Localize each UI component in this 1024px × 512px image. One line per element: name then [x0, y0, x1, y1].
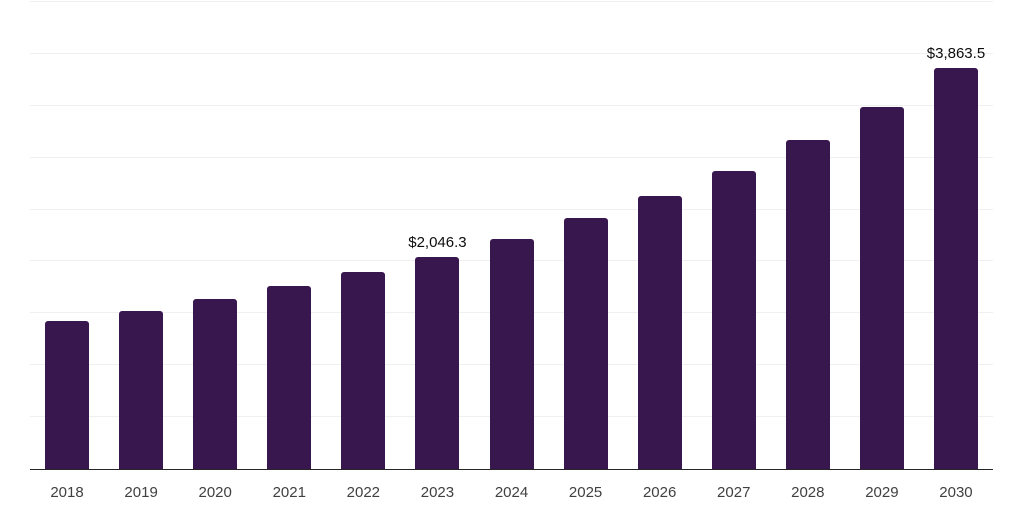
gridline	[30, 208, 993, 210]
gridline	[30, 104, 993, 106]
x-axis-label-2024: 2024	[494, 484, 529, 501]
x-axis-label-2029: 2029	[865, 484, 899, 501]
bar-slot	[697, 2, 771, 469]
bar-2030	[933, 68, 978, 469]
bar-slot	[845, 2, 919, 469]
x-axis-label-2026: 2026	[642, 484, 677, 501]
x-axis-label-2018: 2018	[50, 484, 84, 501]
bar-2019	[119, 310, 164, 469]
bar-slot	[326, 2, 400, 469]
bar-slot	[30, 2, 104, 469]
value-label-2030: $3,863.5	[926, 45, 986, 63]
bar-2020	[193, 299, 238, 469]
bar-slot	[771, 2, 845, 469]
x-axis-label-2023: 2023	[420, 484, 455, 501]
bar-slot	[178, 2, 252, 469]
bar-slot	[474, 2, 548, 469]
x-axis-label-2027: 2027	[717, 484, 751, 501]
bar-slot	[252, 2, 326, 469]
x-axis-label-2030: 2030	[939, 484, 973, 501]
bar-2028	[785, 140, 830, 469]
gridline	[30, 156, 993, 158]
x-axis-label-2028: 2028	[791, 484, 825, 501]
x-axis-label-2025: 2025	[568, 484, 603, 501]
bar-slot: $3,863.5	[919, 2, 993, 469]
x-axis-label-2019: 2019	[124, 484, 158, 501]
x-axis-label-2022: 2022	[346, 484, 381, 501]
bar-2027	[711, 170, 756, 469]
bar-slot	[104, 2, 178, 469]
gridline	[30, 1, 993, 2]
gridline	[30, 52, 993, 54]
bar-series: $2,046.3 $3,863.5	[30, 2, 993, 469]
bar-slot	[623, 2, 697, 469]
x-axis-line	[30, 468, 993, 470]
bar-2029	[859, 106, 904, 469]
bar-2023	[415, 256, 460, 469]
bar-slot: $2,046.3	[400, 2, 474, 469]
x-axis-labels: 2018 2019 2020 2021 2022 2023 2024 2025 2026 2027…	[30, 484, 993, 501]
bar-2018	[45, 320, 90, 469]
bar-2025	[563, 218, 608, 469]
plot-area: $2,046.3 $3,863.5	[30, 1, 993, 470]
bar-2026	[637, 196, 682, 469]
value-label-2023: $2,046.3	[408, 233, 467, 251]
bar-2021	[267, 286, 312, 469]
bar-2022	[341, 272, 386, 469]
bar-slot	[549, 2, 623, 469]
x-axis-label-2021: 2021	[272, 484, 306, 501]
bar-2024	[489, 239, 534, 469]
x-axis-label-2020: 2020	[198, 484, 232, 501]
